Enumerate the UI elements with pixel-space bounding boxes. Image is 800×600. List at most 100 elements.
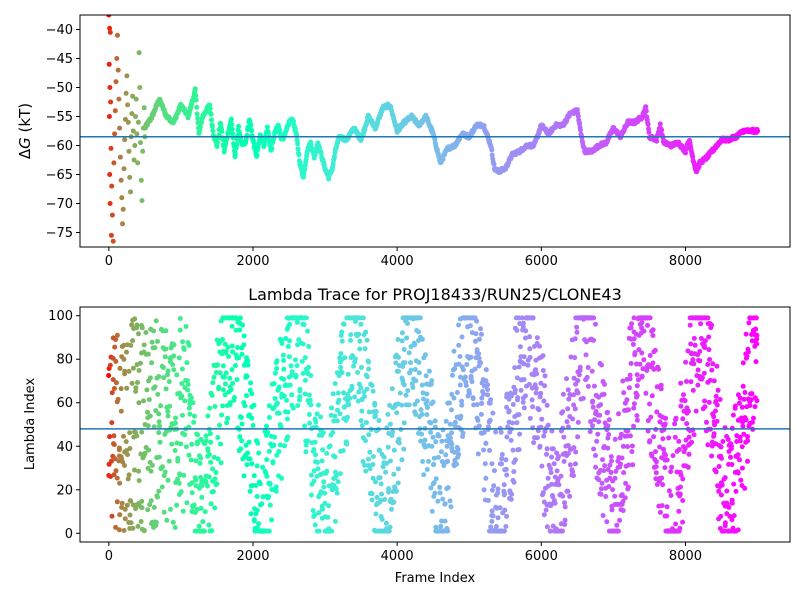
lambda-point [107, 362, 113, 368]
y-tick-label: −40 [46, 23, 73, 38]
lambda-point [699, 375, 705, 381]
lambda-point [627, 433, 633, 439]
lambda-point [318, 489, 324, 495]
lambda-point [654, 409, 660, 415]
lambda-point [327, 443, 333, 449]
lambda-point [653, 470, 659, 476]
delta-g-point [214, 140, 220, 146]
lambda-point [598, 491, 604, 497]
delta-g-point [107, 172, 113, 177]
lambda-point [689, 439, 695, 445]
lambda-point [612, 436, 618, 442]
lambda-point [571, 392, 577, 398]
lambda-point [706, 399, 712, 405]
delta-g-point [120, 206, 126, 212]
lambda-point [527, 334, 532, 340]
lambda-point [223, 348, 229, 354]
lambda-point [334, 490, 340, 496]
lambda-point [508, 437, 514, 443]
lambda-point [683, 359, 689, 365]
lambda-point [196, 523, 202, 529]
lambda-point [635, 377, 641, 383]
lambda-point [249, 461, 255, 467]
lambda-point [114, 499, 120, 505]
lambda-point [130, 338, 136, 344]
lambda-point [205, 413, 211, 419]
lambda-point [184, 500, 190, 506]
delta-g-point [120, 221, 125, 227]
lambda-point [512, 365, 518, 371]
lambda-point [391, 499, 397, 505]
lambda-point [504, 434, 510, 440]
lambda-point [614, 522, 620, 528]
delta-g-point [135, 160, 141, 166]
lambda-point [738, 477, 744, 483]
lambda-point [457, 354, 463, 359]
lambda-point [155, 338, 160, 344]
lambda-point [302, 391, 308, 397]
lambda-point [431, 455, 437, 461]
lambda-point [588, 419, 594, 425]
lambda-point [171, 342, 177, 348]
lambda-point [165, 413, 171, 419]
delta-g-point [249, 128, 255, 134]
lambda-point [244, 373, 250, 379]
lambda-point [402, 360, 408, 366]
lambda-point [220, 337, 225, 342]
lambda-point [377, 475, 383, 481]
lambda-point [481, 447, 486, 453]
lambda-point [706, 347, 712, 353]
lambda-point [429, 508, 435, 514]
lambda-point [670, 453, 676, 459]
lambda-point [587, 429, 593, 435]
lambda-point [264, 473, 270, 479]
lambda-point [405, 388, 411, 394]
lambda-point [631, 401, 637, 407]
lambda-point [728, 454, 733, 460]
lambda-point [711, 431, 717, 437]
lambda-point [360, 315, 366, 321]
lambda-point [630, 341, 636, 347]
lambda-point [332, 454, 338, 460]
lambda-point [489, 508, 495, 514]
lambda-point [206, 474, 212, 480]
delta-g-point [491, 161, 497, 167]
lambda-point [564, 376, 569, 382]
lambda-point [454, 461, 460, 467]
lambda-point [610, 487, 616, 493]
lambda-point [342, 355, 348, 361]
lambda-point [521, 361, 527, 367]
lambda-point [740, 383, 746, 389]
lambda-point [536, 407, 542, 413]
lambda-point [754, 336, 760, 342]
lambda-point [152, 384, 158, 390]
lambda-point [369, 497, 375, 503]
lambda-point [714, 363, 720, 369]
lambda-point [117, 512, 123, 518]
lambda-point [504, 404, 510, 410]
lambda-point [255, 440, 261, 446]
delta-g-point [108, 232, 114, 238]
lambda-point [274, 400, 280, 406]
lambda-point [202, 509, 208, 515]
lambda-point [483, 367, 489, 373]
lambda-point [165, 368, 171, 374]
lambda-point [306, 364, 311, 370]
lambda-point [533, 367, 539, 373]
lambda-point [548, 470, 554, 476]
lambda-point [177, 316, 183, 321]
lambda-point [225, 344, 231, 350]
lambda-point [718, 444, 724, 450]
lambda-point [109, 513, 115, 519]
lambda-point [151, 328, 157, 334]
delta-g-point [575, 113, 581, 119]
lambda-point [424, 391, 430, 397]
lambda-point [626, 462, 632, 468]
lambda-point [739, 465, 745, 471]
lambda-point [468, 354, 474, 360]
lambda-point [324, 450, 330, 456]
lambda-point [672, 421, 678, 427]
lambda-point [504, 472, 510, 478]
lambda-point [549, 454, 555, 460]
lambda-point [688, 379, 694, 385]
